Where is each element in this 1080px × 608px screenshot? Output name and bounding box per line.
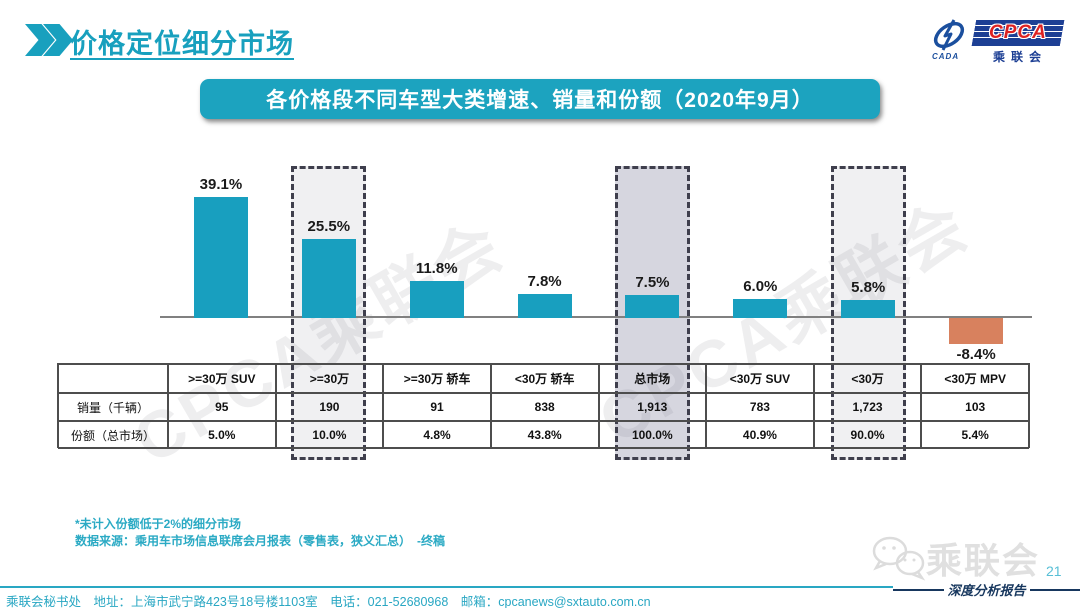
table-column-header: >=30万 轿车: [383, 364, 491, 393]
table-row-header: 份额（总市场）: [58, 421, 168, 449]
cpca-swoosh-icon: [933, 19, 965, 51]
page-title: 价格定位细分市场: [70, 29, 294, 59]
bar: [301, 239, 356, 318]
report-label-line-left: [893, 588, 944, 591]
double-chevron-icon: [25, 24, 87, 56]
x-axis-line: [160, 316, 1032, 318]
report-label-line-right: [1029, 588, 1080, 591]
footer-contact: 乘联会秘书处 地址：上海市武宁路423号18号楼1103室 电话：021-526…: [6, 595, 651, 608]
report-label-text: 深度分析报告: [947, 583, 1026, 598]
data-table: >=30万 SUV >=30万 >=30万 轿车 <30万 轿车 总市场 <30万 SUV…: [57, 363, 1030, 449]
table-cell-sales: 1,913: [598, 393, 707, 421]
table-cell-share: 90.0%: [813, 421, 922, 449]
table-column-header: >=30万 SUV: [168, 364, 276, 393]
table-cell-share: 40.9%: [706, 421, 814, 449]
table-column-header: 总市场: [598, 364, 707, 393]
bar: [841, 300, 896, 318]
table-cell-sales: 1,723: [813, 393, 922, 421]
bar-value-label: -8.4%: [956, 346, 996, 363]
bar: [409, 281, 464, 318]
wechat-icon: [872, 536, 926, 581]
cpca-logo: CADA CPCA 乘联会: [926, 16, 1066, 64]
table-cell-share: 10.0%: [275, 421, 384, 449]
table-column-header: <30万 轿车: [490, 364, 599, 393]
table-cell-share: 5.0%: [168, 421, 276, 449]
bar: [733, 299, 788, 318]
report-label: 深度分析报告: [893, 580, 1080, 599]
bar-value-label: 6.0%: [743, 278, 778, 295]
table-column-header: <30万 SUV: [706, 364, 814, 393]
table-cell-sales: 103: [921, 393, 1029, 421]
table-column-header: >=30万: [275, 364, 384, 393]
bar-value-label: 39.1%: [199, 176, 243, 193]
table-cell-sales: 190: [275, 393, 384, 421]
bar-value-label: 5.8%: [851, 279, 886, 296]
table-cell-share: 43.8%: [490, 421, 599, 449]
table-column-header: <30万: [813, 364, 922, 393]
corner-watermark: 乘联会: [870, 532, 1040, 584]
bar-value-label: 7.8%: [527, 273, 562, 290]
table-cell-share: 4.8%: [383, 421, 491, 449]
footnote-line2: 数据来源：乘用车市场信息联席会月报表（零售表，狭义汇总） -终稿: [75, 534, 445, 548]
table-corner-cell: [58, 364, 168, 393]
bar: [949, 318, 1004, 344]
bar: [193, 197, 248, 318]
page-number: 21: [1046, 563, 1062, 579]
cpca-cn-label: 乘联会: [992, 50, 1047, 64]
table-row-header: 销量（千辆）: [58, 393, 168, 421]
table-cell-sales: 91: [383, 393, 491, 421]
footer-divider: [0, 586, 893, 588]
bar: [625, 295, 680, 318]
chart-title-banner: 各价格段不同车型大类增速、销量和份额（2020年9月）: [200, 79, 880, 119]
table-cell-share: 5.4%: [921, 421, 1029, 449]
cada-label: CADA: [932, 52, 960, 61]
bar: [517, 294, 572, 318]
bar-value-label: 7.5%: [635, 274, 670, 291]
corner-watermark-text: 乘联会: [925, 540, 1040, 581]
footnotes: *未计入份额低于2%的细分市场 数据来源：乘用车市场信息联席会月报表（零售表，狭…: [75, 516, 445, 550]
bar-value-label: 11.8%: [415, 260, 458, 277]
bar-value-label: 25.5%: [307, 218, 351, 235]
table-column-header: <30万 MPV: [921, 364, 1029, 393]
table-cell-sales: 838: [490, 393, 599, 421]
footnote-line1: *未计入份额低于2%的细分市场: [75, 517, 242, 531]
table-cell-sales: 783: [706, 393, 814, 421]
table-cell-share: 100.0%: [598, 421, 707, 449]
table-cell-sales: 95: [168, 393, 276, 421]
